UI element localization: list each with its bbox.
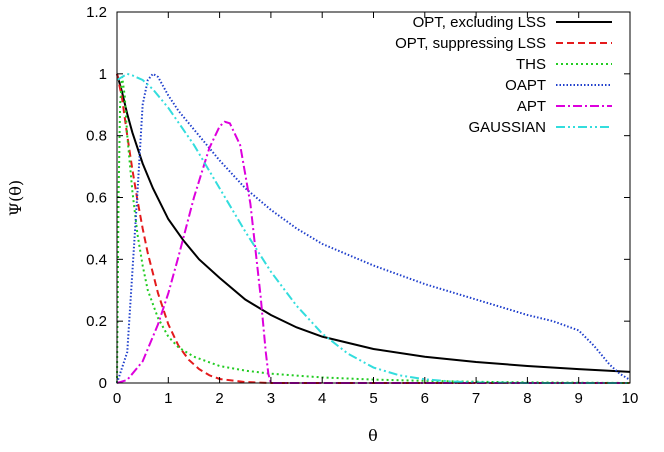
axes: 0 1 2 3 4 5 6 7 8 9 10 0 0.2 0.4 0.6 0.8 1 1.2 xyxy=(86,4,638,407)
series-line-4 xyxy=(116,120,630,384)
y-tick-label: 1.2 xyxy=(86,4,107,21)
legend-label-2: THS xyxy=(516,56,546,73)
legend-label-1: OPT, suppressing LSS xyxy=(395,35,546,52)
x-tick-label: 6 xyxy=(421,390,429,407)
x-tick-label: 3 xyxy=(267,390,275,407)
legend-label-3: OAPT xyxy=(505,77,546,94)
x-tick-label: 7 xyxy=(472,390,480,407)
x-axis-label: θ xyxy=(368,426,378,445)
legend-label-4: APT xyxy=(517,98,546,115)
legend-label-5: GAUSSIAN xyxy=(468,119,546,136)
y-tick-label: 0.4 xyxy=(86,251,107,268)
x-tick-label: 9 xyxy=(575,390,583,407)
x-tick-label: 4 xyxy=(318,390,326,407)
y-tick-label: 0 xyxy=(99,375,107,392)
legend-label-0: OPT, excluding LSS xyxy=(413,14,546,31)
x-tick-label: 5 xyxy=(369,390,377,407)
series-line-3 xyxy=(116,72,631,384)
x-tick-label: 8 xyxy=(523,390,531,407)
y-tick-label: 0.6 xyxy=(86,190,107,207)
y-tick-label: 0.2 xyxy=(86,313,107,330)
y-tick-label: 0.8 xyxy=(86,128,107,145)
series-line-2 xyxy=(116,76,631,384)
series-line-5 xyxy=(116,72,630,384)
x-tick-label: 0 xyxy=(113,390,121,407)
x-tick-label: 1 xyxy=(164,390,172,407)
y-tick-label: 1 xyxy=(99,66,107,83)
plot-area xyxy=(116,72,631,384)
x-tick-label: 10 xyxy=(622,390,639,407)
y-axis-label: Ψ(θ) xyxy=(6,180,25,216)
legend: OPT, excluding LSS OPT, suppressing LSS TH… xyxy=(395,14,612,136)
x-tick-label: 2 xyxy=(215,390,223,407)
series-line-1 xyxy=(116,73,630,384)
series-line-0 xyxy=(116,73,631,373)
